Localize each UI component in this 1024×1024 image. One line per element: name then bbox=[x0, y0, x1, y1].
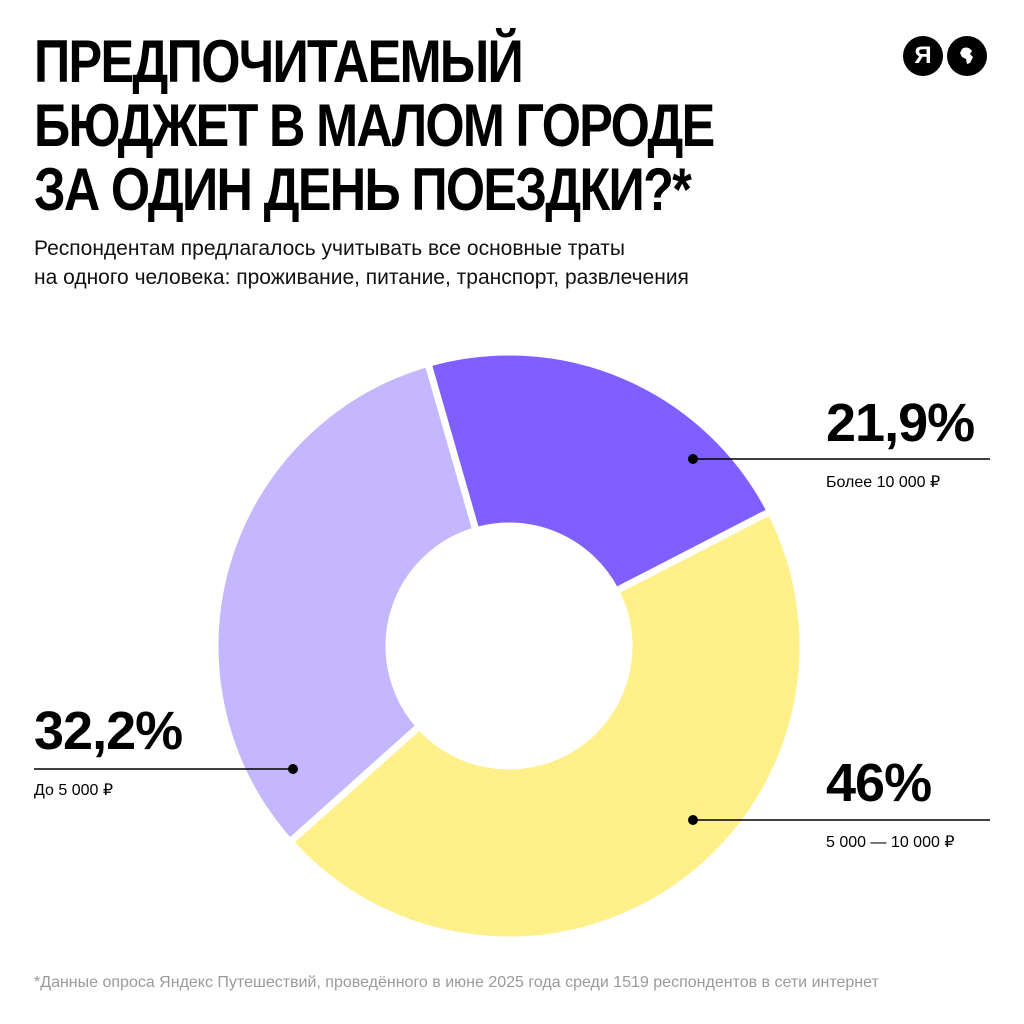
globe-icon bbox=[947, 36, 987, 76]
subtitle-line: Респондентам предлагалось учитывать все … bbox=[34, 237, 625, 260]
donut-slice bbox=[284, 506, 807, 944]
value-label: 46% bbox=[826, 753, 932, 813]
title-line: БЮДЖЕТ В МАЛОМ ГОРОДЕ bbox=[34, 92, 715, 159]
subtitle-line: на одного человека: проживание, питание,… bbox=[34, 266, 689, 289]
category-label: До 5 000 ₽ bbox=[34, 782, 114, 799]
leader-dot bbox=[688, 454, 698, 464]
logo: Я bbox=[903, 36, 987, 76]
title-line: ПРЕДПОЧИТАЕМЫЙ bbox=[34, 28, 524, 95]
category-label: 5 000 — 10 000 ₽ bbox=[826, 834, 955, 851]
subtitle: Респондентам предлагалось учитывать все … bbox=[34, 234, 689, 292]
value-label: 21,9% bbox=[826, 393, 975, 453]
footnote: *Данные опроса Яндекс Путешествий, прове… bbox=[34, 974, 879, 991]
donut-slice bbox=[423, 348, 776, 596]
yandex-logo-icon: Я bbox=[903, 36, 943, 76]
category-label: Более 10 000 ₽ bbox=[826, 474, 941, 491]
title-line: ЗА ОДИН ДЕНЬ ПОЕЗДКИ?* bbox=[34, 156, 692, 223]
leader-dot bbox=[288, 764, 298, 774]
leader-dot bbox=[688, 815, 698, 825]
donut-slice bbox=[211, 359, 481, 847]
value-label: 32,2% bbox=[34, 701, 183, 761]
page-title: ПРЕДПОЧИТАЕМЫЙ БЮДЖЕТ В МАЛОМ ГОРОДЕ ЗА … bbox=[34, 28, 715, 223]
